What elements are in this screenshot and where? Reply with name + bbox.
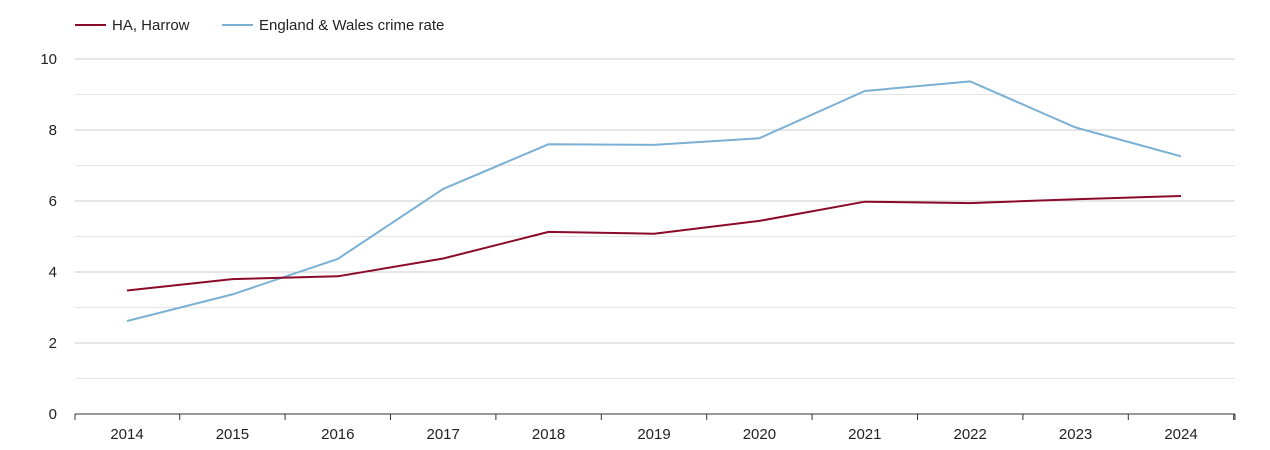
data-point-england-wales[interactable] (964, 75, 976, 87)
data-point-england-wales[interactable] (543, 138, 555, 150)
data-point-england-wales[interactable] (226, 288, 238, 300)
x-tick-label: 2018 (532, 426, 565, 443)
data-point-england-wales[interactable] (1175, 150, 1187, 162)
data-point-harrow[interactable] (1175, 190, 1187, 202)
data-point-england-wales[interactable] (753, 132, 765, 144)
x-axis: 2014 2015 2016 2017 2018 2019 2020 2021 2022 2023… (74, 413, 1236, 443)
x-tick-label: 2015 (216, 426, 249, 443)
y-tick-label: 0 (49, 406, 57, 423)
y-tick-label: 4 (49, 264, 57, 281)
series-line-england-wales (126, 80, 1182, 322)
data-point-england-wales[interactable] (332, 253, 344, 265)
x-tick-label: 2022 (954, 426, 987, 443)
data-point-england-wales[interactable] (121, 315, 133, 327)
data-point-harrow[interactable] (964, 197, 976, 209)
data-point-harrow[interactable] (753, 215, 765, 227)
x-tick-label: 2024 (1164, 426, 1197, 443)
y-tick-label: 2 (49, 335, 57, 352)
x-tick-label: 2016 (321, 426, 354, 443)
data-point-harrow[interactable] (226, 273, 238, 285)
data-point-harrow[interactable] (121, 284, 133, 296)
x-tick-label: 2014 (110, 426, 143, 443)
series-lines (121, 75, 1187, 327)
y-tick-label: 10 (40, 51, 57, 68)
data-point-harrow[interactable] (543, 226, 555, 238)
x-tick-label: 2023 (1059, 426, 1092, 443)
legend: HA, Harrow England & Wales crime rate (75, 17, 444, 34)
x-tick-label: 2020 (743, 426, 776, 443)
data-point-england-wales[interactable] (648, 139, 660, 151)
x-tick-label: 2017 (427, 426, 460, 443)
data-point-harrow[interactable] (1070, 193, 1082, 205)
data-point-harrow[interactable] (859, 196, 871, 208)
y-axis-labels: 0 2 4 6 8 10 (40, 51, 57, 423)
data-point-england-wales[interactable] (859, 85, 871, 97)
data-point-harrow[interactable] (648, 228, 660, 240)
legend-label-harrow: HA, Harrow (112, 17, 190, 34)
data-point-england-wales[interactable] (437, 183, 449, 195)
data-point-harrow[interactable] (332, 270, 344, 282)
data-point-england-wales[interactable] (1070, 122, 1082, 134)
series-line-harrow (126, 195, 1182, 292)
y-tick-label: 6 (49, 193, 57, 210)
y-tick-label: 8 (49, 122, 57, 139)
data-point-harrow[interactable] (437, 253, 449, 265)
x-tick-label: 2019 (637, 426, 670, 443)
x-tick-label: 2021 (848, 426, 881, 443)
grid (75, 58, 1235, 379)
legend-label-england-wales: England & Wales crime rate (259, 17, 444, 34)
